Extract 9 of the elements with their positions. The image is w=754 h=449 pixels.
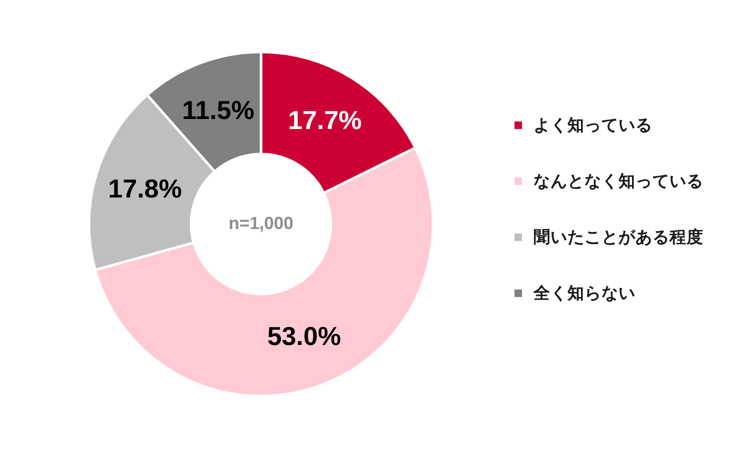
legend-label: 全く知らない bbox=[532, 283, 636, 302]
data-label: 11.5% bbox=[182, 94, 254, 125]
legend-label: 聞いたことがある程度 bbox=[534, 227, 704, 246]
data-label: 53.0% bbox=[267, 321, 341, 352]
legend-label: なんとなく知っている bbox=[534, 171, 704, 190]
legend-label: よく知っている bbox=[534, 115, 652, 134]
data-label: 17.7% bbox=[288, 105, 362, 136]
data-label: 17.8% bbox=[108, 174, 182, 204]
text: n=1,000 bbox=[228, 213, 294, 233]
